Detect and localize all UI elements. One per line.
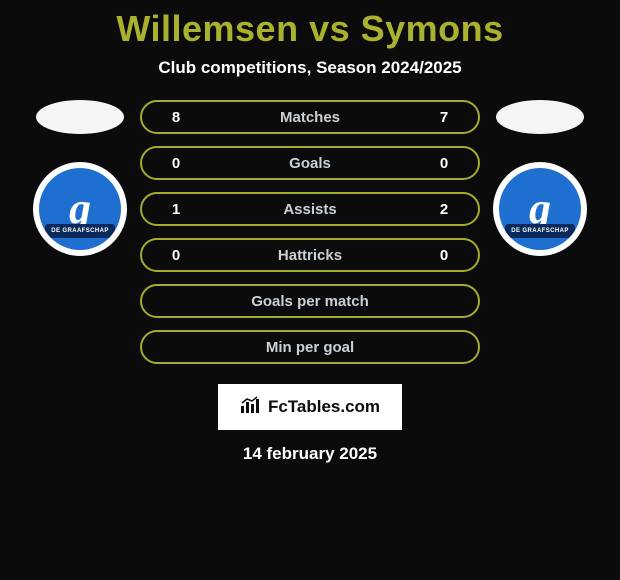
stat-right-value: 7 (426, 109, 462, 126)
right-flag-icon (496, 100, 584, 134)
stat-row: 0 Hattricks 0 (140, 238, 480, 272)
stat-label: Assists (194, 201, 426, 218)
stat-row: Min per goal (140, 330, 480, 364)
right-player-column: g DE GRAAFSCHAP (490, 100, 590, 256)
page-subtitle: Club competitions, Season 2024/2025 (158, 58, 461, 78)
stat-row: 1 Assists 2 (140, 192, 480, 226)
stat-label: Goals (194, 155, 426, 172)
stat-left-value: 1 (158, 201, 194, 218)
stat-row: 8 Matches 7 (140, 100, 480, 134)
stat-left-value: 0 (158, 247, 194, 264)
left-club-name: DE GRAAFSCHAP (45, 224, 115, 238)
page-title: Willemsen vs Symons (116, 8, 503, 50)
stat-label: Min per goal (194, 339, 426, 356)
left-player-column: g DE GRAAFSCHAP (30, 100, 130, 256)
chart-icon (240, 396, 260, 419)
brand-text: FcTables.com (268, 397, 380, 417)
left-club-badge: g DE GRAAFSCHAP (33, 162, 127, 256)
right-club-name: DE GRAAFSCHAP (505, 224, 575, 238)
left-club-badge-inner: g DE GRAAFSCHAP (39, 168, 121, 250)
brand-badge: FcTables.com (218, 384, 402, 430)
right-club-badge: g DE GRAAFSCHAP (493, 162, 587, 256)
stat-row: 0 Goals 0 (140, 146, 480, 180)
stat-right-value: 0 (426, 155, 462, 172)
stat-label: Goals per match (194, 293, 426, 310)
right-club-badge-inner: g DE GRAAFSCHAP (499, 168, 581, 250)
date-text: 14 february 2025 (243, 444, 377, 464)
stat-label: Hattricks (194, 247, 426, 264)
stat-right-value: 2 (426, 201, 462, 218)
stats-area: g DE GRAAFSCHAP 8 Matches 7 0 Goals 0 1 … (0, 100, 620, 364)
stat-label: Matches (194, 109, 426, 126)
stat-left-value: 0 (158, 155, 194, 172)
comparison-infographic: Willemsen vs Symons Club competitions, S… (0, 0, 620, 580)
stat-rows: 8 Matches 7 0 Goals 0 1 Assists 2 0 Hatt… (140, 100, 480, 364)
stat-right-value: 0 (426, 247, 462, 264)
left-flag-icon (36, 100, 124, 134)
stat-row: Goals per match (140, 284, 480, 318)
stat-left-value: 8 (158, 109, 194, 126)
